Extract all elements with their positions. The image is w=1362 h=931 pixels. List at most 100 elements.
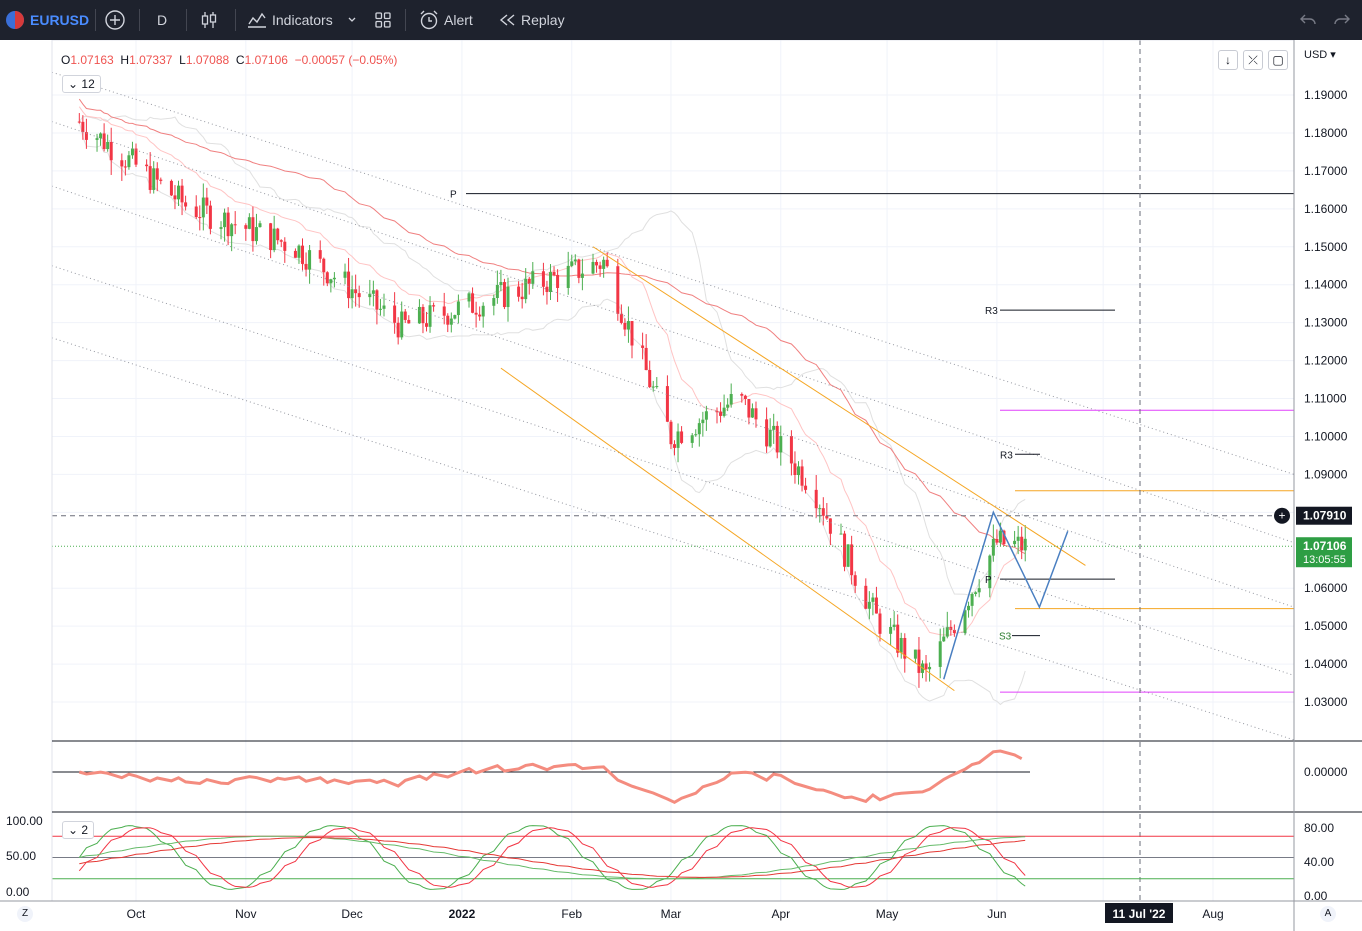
candle-body <box>244 225 248 229</box>
auto-scale-label: A <box>1324 908 1332 919</box>
candle-body <box>173 195 177 200</box>
candle-body <box>230 224 234 237</box>
stoch-legend-toggle[interactable]: ⌄ 2 <box>62 821 95 839</box>
candle-body <box>130 148 134 156</box>
candle-body <box>223 212 227 228</box>
candle-body <box>669 421 673 445</box>
candle-body <box>789 436 793 464</box>
candle-body <box>99 133 103 139</box>
top-toolbar: EURUSD D Indicators Alert Replay <box>0 0 1362 40</box>
compare-symbol-button[interactable] <box>104 0 126 40</box>
collapse-pane-button[interactable]: ⤫ <box>1243 50 1263 70</box>
candle-body <box>495 284 499 299</box>
candle-body <box>963 610 967 633</box>
candle-body <box>754 408 758 420</box>
candle-body <box>828 518 832 534</box>
chart-drawings: P R3 R3 P S3 <box>51 40 1295 901</box>
candle-body <box>251 217 255 242</box>
time-tick-label: Jun <box>987 907 1006 921</box>
chevron-down-icon <box>348 17 356 22</box>
candle-body <box>619 313 623 323</box>
crosshair-date-box <box>1105 903 1173 923</box>
indicators-button[interactable]: Indicators <box>246 0 357 40</box>
candle-body <box>867 601 871 609</box>
candle-body <box>318 250 322 259</box>
candle-body <box>591 261 595 274</box>
candle-body <box>680 431 684 443</box>
chart-canvas[interactable]: P R3 R3 P S3 0.00000 100.00 50.00 0.00 80.00 40.0… <box>0 40 1362 931</box>
time-tick-label: Feb <box>561 907 582 921</box>
candle-body <box>1013 540 1017 545</box>
move-down-button[interactable]: ↓ <box>1218 50 1238 70</box>
bollinger-bands <box>78 115 1026 706</box>
indicators-label: Indicators <box>272 12 333 28</box>
candle-body <box>378 308 382 310</box>
templates-button[interactable] <box>374 0 392 40</box>
interval-button[interactable]: D <box>157 0 167 40</box>
alert-label: Alert <box>444 12 473 28</box>
candle-body <box>471 293 475 313</box>
candle-body <box>839 533 843 535</box>
candle-body <box>417 306 421 324</box>
currency-selector[interactable]: USD ▾ <box>1304 49 1336 61</box>
currency-flag-icon <box>6 11 24 29</box>
candle-body <box>874 597 878 614</box>
candle-body <box>1023 538 1027 551</box>
candle-body <box>690 435 694 443</box>
candle-body <box>449 318 453 325</box>
candle-body <box>665 386 669 422</box>
replay-button[interactable]: Replay <box>498 0 565 40</box>
candle-body <box>506 286 510 308</box>
candle-body <box>892 624 896 627</box>
stoch-slow-d-line <box>79 837 1026 878</box>
alert-button[interactable]: Alert <box>418 0 473 40</box>
candle-body <box>169 180 173 196</box>
candle-body <box>747 399 751 418</box>
candle-body <box>616 266 620 314</box>
maximize-pane-button[interactable]: ▢ <box>1268 50 1288 70</box>
toolbar-separator <box>235 9 236 31</box>
candle-body <box>102 133 106 150</box>
candle-body <box>995 538 999 543</box>
candle-body <box>945 626 949 637</box>
candle-body <box>602 259 606 269</box>
undo-button[interactable] <box>1299 0 1317 40</box>
indicator-legend-toggle[interactable]: ⌄ 12 <box>62 75 101 93</box>
price-tick-label: 1.03000 <box>1304 695 1348 709</box>
candle-body <box>991 538 995 556</box>
time-tick-label: Oct <box>127 907 146 921</box>
candle-body <box>577 259 581 278</box>
candle-body <box>456 301 460 316</box>
zoom-button[interactable]: Z <box>17 906 33 922</box>
candle-body <box>729 393 733 405</box>
candle-body <box>77 121 81 123</box>
candle-body <box>84 132 88 140</box>
candle-body <box>354 289 358 294</box>
candle-series <box>77 113 1027 688</box>
auto-scale-button[interactable]: A <box>1320 906 1336 922</box>
fast-moving-average <box>78 106 1026 636</box>
candle-body <box>375 290 379 310</box>
plus-circle-icon <box>105 10 125 30</box>
price-tick-label: 1.15000 <box>1304 240 1348 254</box>
high-value: 1.07337 <box>129 53 173 67</box>
symbol-search-button[interactable]: EURUSD <box>6 0 89 40</box>
candle-body <box>453 315 457 319</box>
candle-body <box>148 166 152 190</box>
redo-button[interactable] <box>1333 0 1351 40</box>
candle-body <box>247 217 251 229</box>
candle-body <box>545 286 549 293</box>
candle-body <box>492 298 496 306</box>
chevron-down-icon: ⌄ <box>68 77 79 91</box>
candle-body <box>549 272 553 293</box>
maximize-icon: ▢ <box>1272 53 1284 67</box>
candle-body <box>623 322 627 330</box>
chart-area[interactable]: P R3 R3 P S3 0.00000 100.00 50.00 0.00 80.00 40.0… <box>0 40 1362 931</box>
candle-body <box>552 272 556 275</box>
pivot-r3-upper-label: R3 <box>985 306 998 317</box>
candle-body <box>1016 536 1020 541</box>
pivot-p-lower-label: P <box>985 575 992 586</box>
chart-type-button[interactable] <box>199 0 219 40</box>
candle-body <box>272 228 276 251</box>
candle-body <box>952 629 956 633</box>
